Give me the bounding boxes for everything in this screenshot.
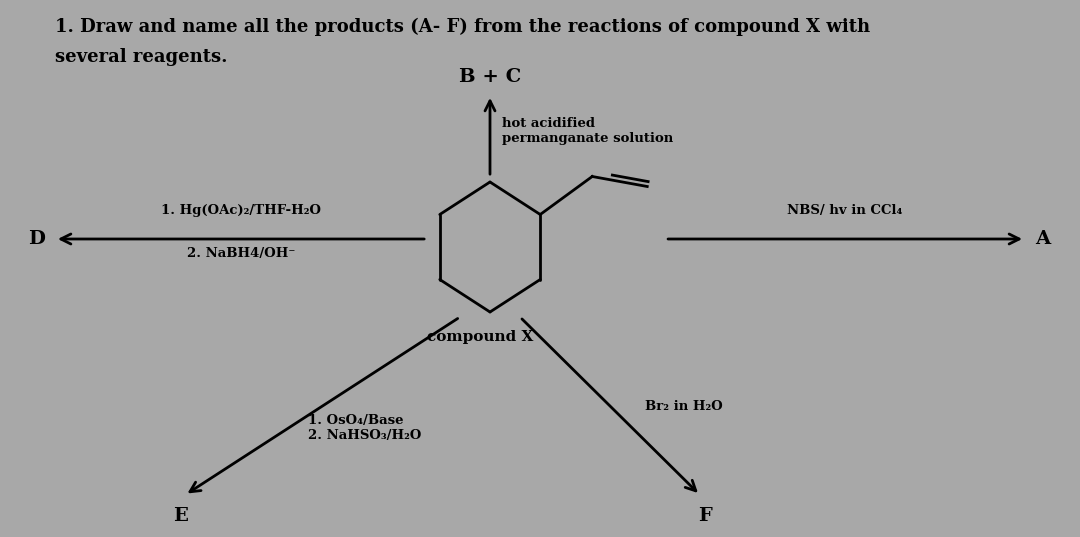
Text: 2. NaBH4/OH⁻: 2. NaBH4/OH⁻ <box>187 247 295 260</box>
Text: F: F <box>698 507 712 525</box>
Text: several reagents.: several reagents. <box>55 48 228 66</box>
Text: B + C: B + C <box>459 68 522 86</box>
Text: E: E <box>173 507 188 525</box>
Text: 1. Hg(OAc)₂/THF-H₂O: 1. Hg(OAc)₂/THF-H₂O <box>161 204 321 217</box>
Text: compound X: compound X <box>427 330 534 344</box>
Text: hot acidified
permanganate solution: hot acidified permanganate solution <box>502 117 673 145</box>
Text: 1. Draw and name all the products (A- F) from the reactions of compound X with: 1. Draw and name all the products (A- F)… <box>55 18 870 37</box>
Text: D: D <box>28 230 45 248</box>
Text: NBS/ hv in CCl₄: NBS/ hv in CCl₄ <box>787 204 903 217</box>
Text: 1. OsO₄/Base
2. NaHSO₃/H₂O: 1. OsO₄/Base 2. NaHSO₃/H₂O <box>308 414 421 442</box>
Text: A: A <box>1035 230 1050 248</box>
Text: Br₂ in H₂O: Br₂ in H₂O <box>645 400 723 412</box>
